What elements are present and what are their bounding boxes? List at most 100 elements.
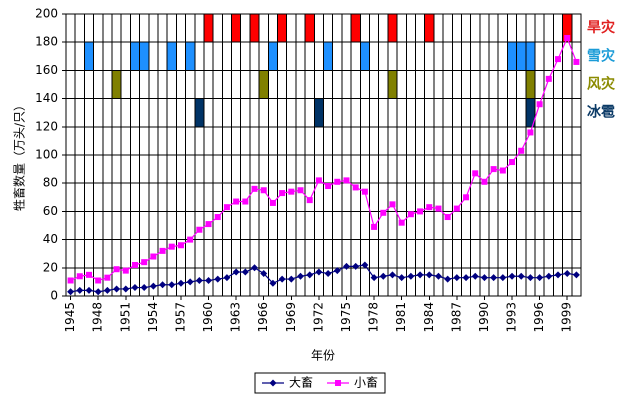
data-point bbox=[389, 201, 396, 208]
data-point bbox=[315, 177, 322, 184]
data-point bbox=[205, 221, 212, 228]
data-point bbox=[545, 272, 553, 280]
disaster-bar bbox=[525, 70, 536, 99]
data-point bbox=[67, 288, 75, 296]
data-point bbox=[509, 159, 516, 166]
data-point bbox=[563, 269, 571, 277]
data-point bbox=[195, 276, 203, 284]
data-point bbox=[223, 204, 230, 211]
x-tick-label: 1981 bbox=[394, 302, 408, 333]
y-tick-label: 60 bbox=[43, 204, 58, 218]
disaster-bar bbox=[203, 14, 214, 43]
disaster-label: 旱灾 bbox=[587, 19, 616, 36]
data-point bbox=[168, 281, 176, 289]
disaster-bar bbox=[525, 98, 536, 127]
data-point bbox=[122, 267, 129, 274]
data-point bbox=[508, 272, 516, 280]
y-tick-label: 180 bbox=[35, 35, 58, 49]
x-tick-label: 1960 bbox=[201, 302, 215, 333]
legend-label: 小畜 bbox=[354, 375, 378, 390]
legend-marker bbox=[335, 380, 341, 386]
data-point bbox=[177, 279, 185, 287]
data-point bbox=[122, 285, 130, 293]
disaster-bar bbox=[84, 42, 94, 71]
data-point bbox=[536, 101, 543, 108]
data-point bbox=[260, 187, 267, 194]
data-point bbox=[435, 205, 442, 212]
data-point bbox=[426, 204, 433, 211]
disaster-bar bbox=[516, 42, 526, 71]
data-point bbox=[471, 272, 479, 280]
x-tick-label: 1975 bbox=[339, 302, 353, 333]
data-point bbox=[361, 261, 369, 269]
x-tick-label: 1963 bbox=[229, 302, 243, 333]
data-point bbox=[453, 205, 460, 212]
legend-marker bbox=[269, 379, 277, 387]
disaster-bar bbox=[231, 14, 241, 43]
data-point bbox=[149, 282, 157, 290]
data-point bbox=[324, 269, 332, 277]
data-point bbox=[334, 178, 341, 185]
data-point bbox=[370, 274, 378, 282]
y-tick-label: 160 bbox=[35, 63, 58, 77]
data-point bbox=[527, 129, 534, 136]
data-point bbox=[352, 184, 359, 191]
disaster-bar bbox=[111, 70, 122, 99]
x-tick-label: 1969 bbox=[284, 302, 298, 333]
disaster-bar bbox=[167, 42, 177, 71]
data-point bbox=[159, 247, 166, 254]
data-point bbox=[214, 214, 221, 221]
data-point bbox=[242, 198, 249, 205]
data-point bbox=[315, 268, 323, 276]
x-tick-label: 1996 bbox=[532, 302, 546, 333]
data-point bbox=[434, 272, 442, 280]
disaster-bar bbox=[185, 42, 195, 71]
data-point bbox=[297, 187, 304, 194]
y-tick-label: 200 bbox=[35, 7, 58, 21]
data-point bbox=[140, 284, 148, 292]
disaster-label: 冰雹 bbox=[587, 104, 615, 121]
data-point bbox=[545, 75, 552, 82]
data-point bbox=[288, 188, 295, 195]
x-tick-label: 1987 bbox=[449, 302, 463, 333]
data-point bbox=[352, 262, 360, 270]
data-point bbox=[306, 271, 314, 279]
x-tick-label: 1951 bbox=[118, 302, 132, 333]
data-point bbox=[76, 273, 83, 280]
disaster-bar bbox=[259, 70, 269, 99]
y-axis-label: 牲畜数量（万头/只） bbox=[12, 99, 27, 211]
data-point bbox=[196, 226, 203, 233]
plot-border bbox=[65, 13, 582, 297]
disaster-bar bbox=[194, 98, 204, 127]
x-tick-label: 1972 bbox=[311, 302, 325, 333]
x-tick-label: 1999 bbox=[560, 302, 574, 333]
data-point bbox=[233, 198, 240, 205]
disaster-bar bbox=[387, 14, 398, 43]
data-point bbox=[186, 278, 194, 286]
disaster-bar bbox=[507, 42, 517, 71]
x-tick-label: 1948 bbox=[91, 302, 105, 333]
y-tick-label: 0 bbox=[50, 289, 58, 303]
x-tick-label: 1954 bbox=[146, 302, 160, 333]
data-point bbox=[187, 236, 194, 243]
data-point bbox=[453, 274, 461, 282]
data-point bbox=[490, 274, 498, 282]
data-point bbox=[287, 275, 295, 283]
data-point bbox=[480, 274, 488, 282]
disaster-bar bbox=[351, 14, 361, 43]
data-point bbox=[159, 281, 167, 289]
disaster-bar bbox=[249, 14, 260, 43]
data-point bbox=[241, 268, 249, 276]
y-tick-label: 120 bbox=[35, 119, 58, 133]
data-point bbox=[417, 208, 424, 215]
x-axis-label: 年份 bbox=[311, 349, 335, 363]
data-point bbox=[499, 167, 506, 174]
data-point bbox=[555, 56, 562, 63]
data-point bbox=[325, 183, 332, 190]
disaster-label: 风灾 bbox=[587, 76, 616, 93]
data-point bbox=[333, 267, 341, 275]
y-tick-label: 100 bbox=[35, 148, 58, 162]
data-point bbox=[380, 209, 387, 216]
data-point bbox=[85, 271, 92, 278]
